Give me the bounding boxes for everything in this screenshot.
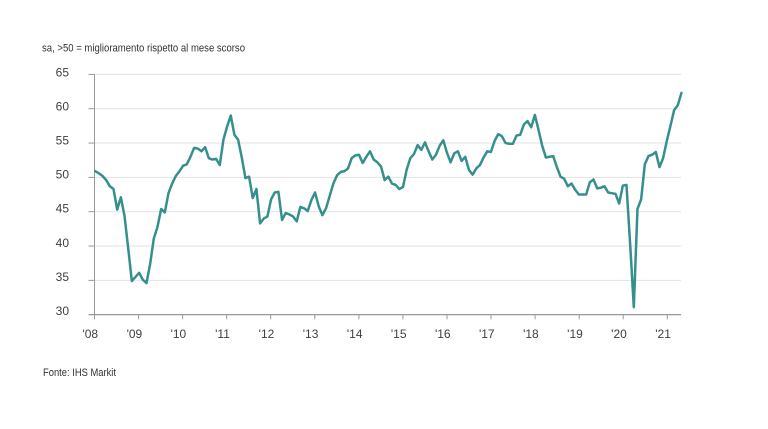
svg-text:'16: '16 <box>435 327 451 341</box>
svg-text:'21: '21 <box>655 327 671 341</box>
svg-text:'13: '13 <box>303 327 319 341</box>
svg-text:'10: '10 <box>171 327 187 341</box>
svg-text:'17: '17 <box>479 327 495 341</box>
svg-text:'14: '14 <box>347 327 363 341</box>
svg-text:45: 45 <box>56 202 70 216</box>
svg-text:'12: '12 <box>259 327 275 341</box>
svg-text:'19: '19 <box>567 327 583 341</box>
svg-text:'15: '15 <box>391 327 407 341</box>
svg-text:65: 65 <box>56 65 70 79</box>
svg-text:'09: '09 <box>127 327 143 341</box>
svg-text:60: 60 <box>56 99 70 113</box>
svg-text:40: 40 <box>56 236 70 250</box>
svg-text:50: 50 <box>56 168 70 182</box>
svg-text:sa, >50 = miglioramento rispet: sa, >50 = miglioramento rispetto al mese… <box>42 43 245 55</box>
svg-text:35: 35 <box>56 270 70 284</box>
svg-text:55: 55 <box>56 134 70 148</box>
svg-text:Fonte: IHS Markit: Fonte: IHS Markit <box>43 367 116 379</box>
svg-text:'08: '08 <box>82 327 98 341</box>
svg-text:'18: '18 <box>523 327 539 341</box>
svg-text:'20: '20 <box>611 327 627 341</box>
svg-text:'11: '11 <box>215 327 230 341</box>
svg-text:30: 30 <box>56 304 70 318</box>
